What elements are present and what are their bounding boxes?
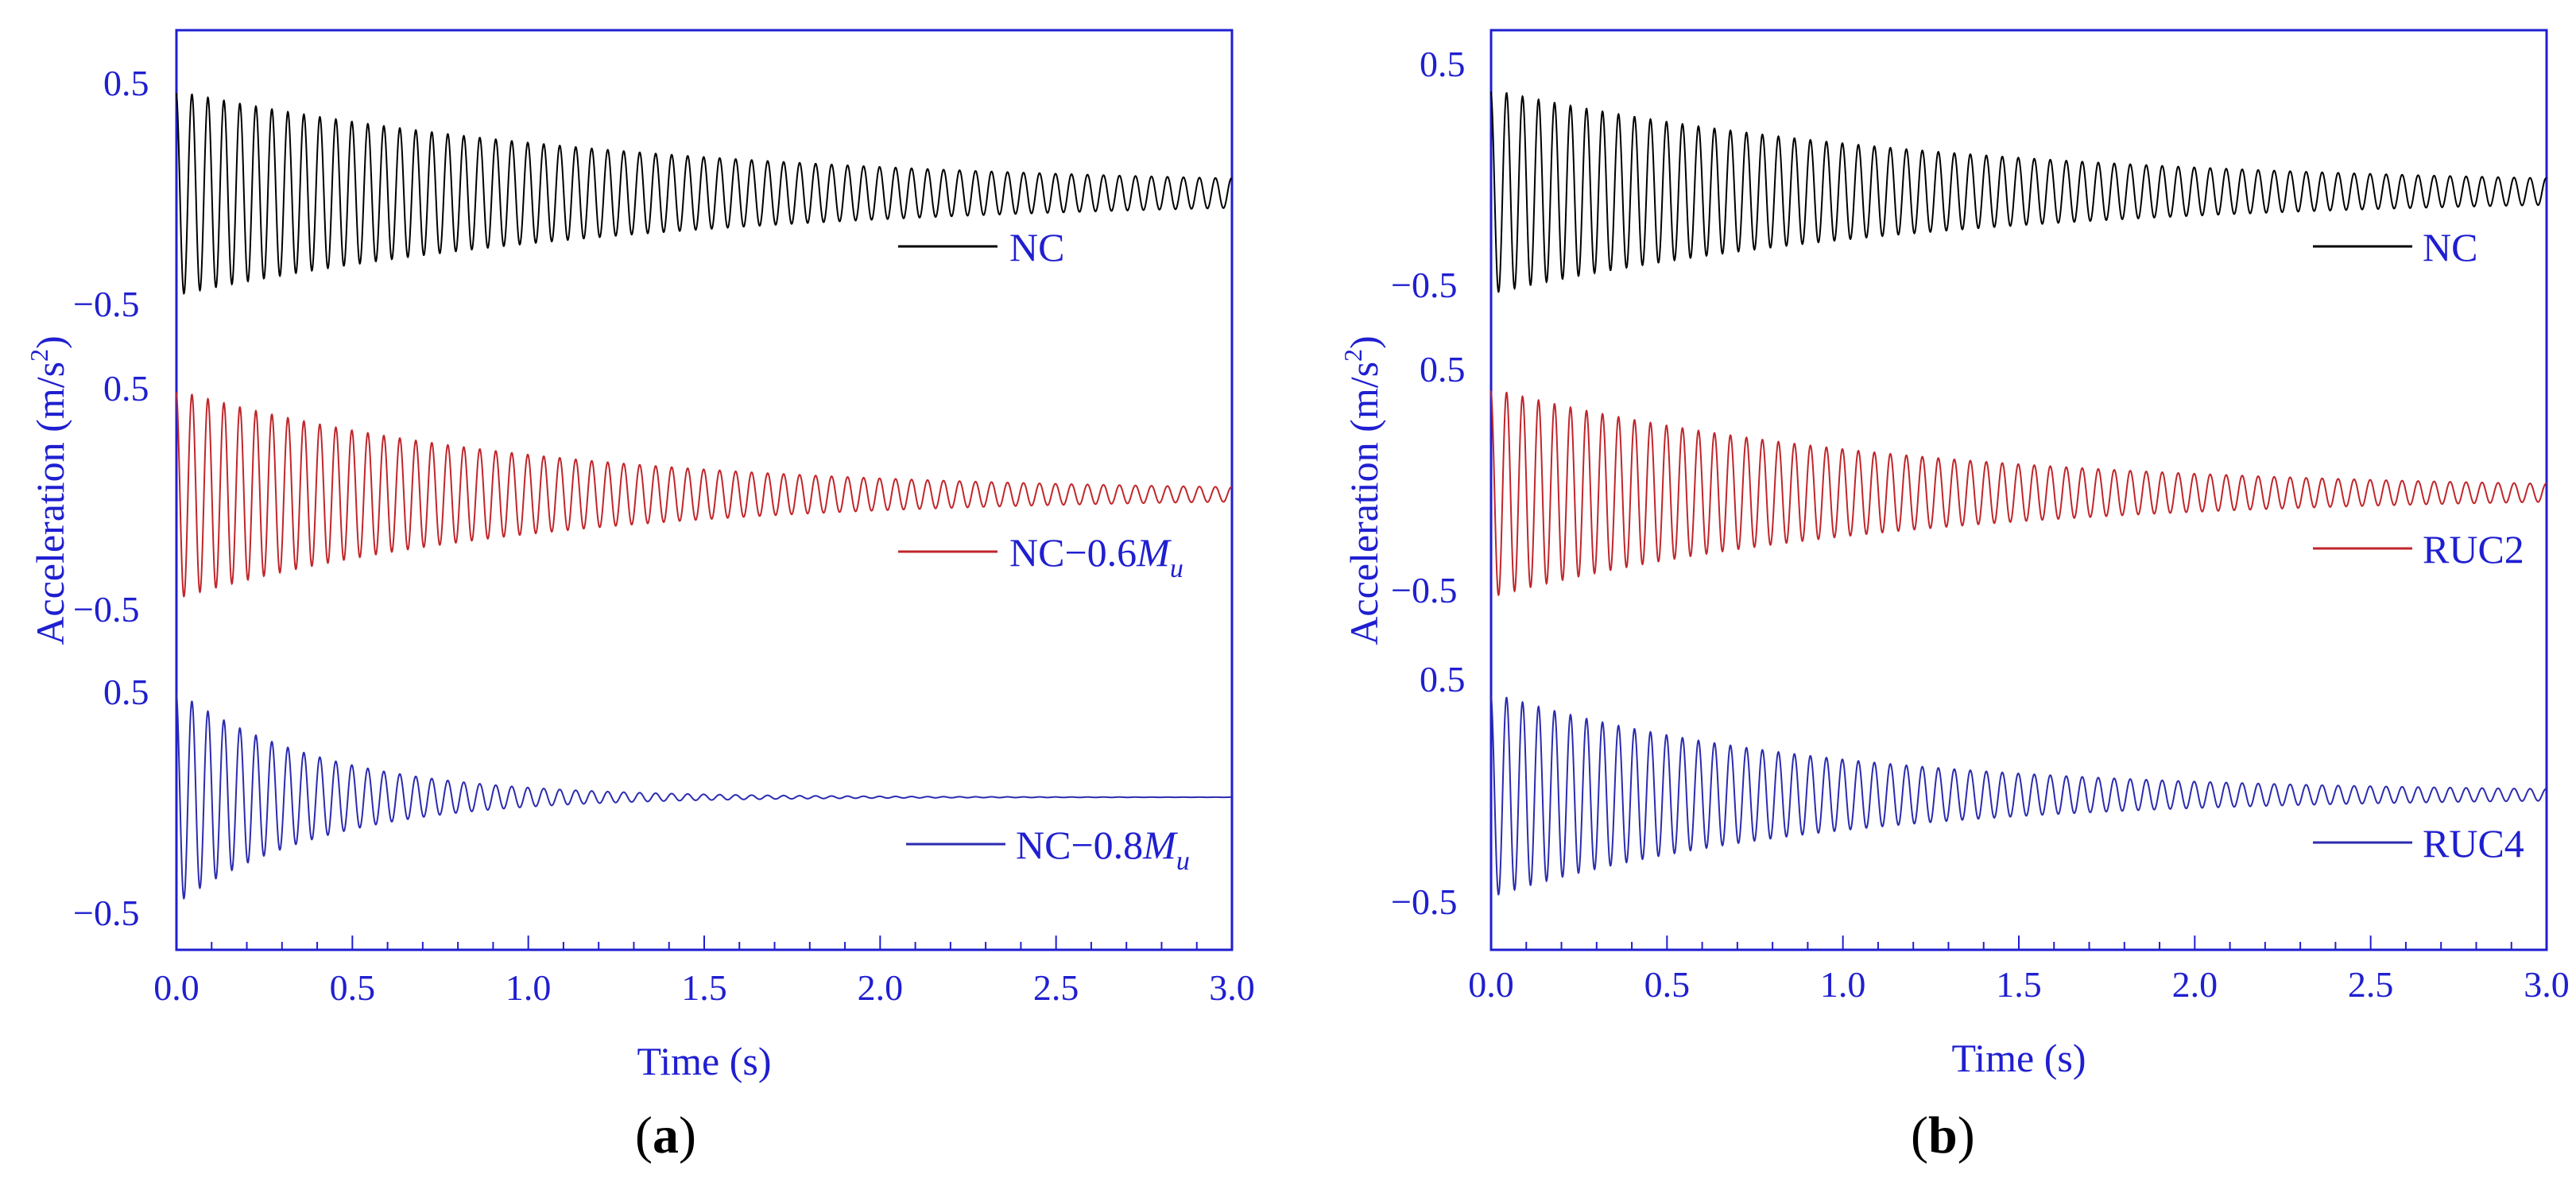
panel-b-series-line-1 (1490, 91, 2547, 293)
panel-a-xtick-label-5: 2.5 (1033, 967, 1079, 1008)
panel-b-legend-label-2: RUC2 (2423, 527, 2524, 571)
panel-a-ticks (176, 936, 1233, 950)
panel-a-legend-label-2: NC−0.6Mu (1009, 530, 1183, 583)
panel-b: 0.5 −0.5 0.5 −0.5 0.5 −0.5 0.0 0.5 1.0 1.5 2… (1338, 29, 2570, 1164)
panel-a-legend-label-3: NC−0.8Mu (1016, 823, 1190, 876)
panel-b-xtick-labels: 0.0 0.5 1.0 1.5 2.0 2.5 3.0 (1468, 964, 2570, 1005)
panel-a-legend-2-prefix: NC−0.6 (1009, 530, 1137, 575)
panel-b-series-line-3 (1490, 695, 2547, 896)
panel-a-legend-2-italic: M (1136, 530, 1172, 575)
panel-a-ytick-bottom-2: −0.5 (73, 589, 139, 630)
panel-a-legend-3-sub: u (1176, 847, 1190, 876)
panel-b-ytick-bottom-1: −0.5 (1391, 265, 1457, 305)
panel-a-xtick-label-4: 2.0 (858, 967, 904, 1008)
panel-a-ytick-top-2: 0.5 (103, 368, 149, 409)
panel-a-ytick-bottom-3: −0.5 (73, 893, 139, 933)
panel-b-ylabel: Acceleration (m/s2) (1338, 335, 1386, 645)
panel-b-xtick-label-2: 1.0 (1820, 964, 1866, 1005)
panel-b-ytick-top-3: 0.5 (1420, 659, 1466, 699)
panel-b-xtick-label-3: 1.5 (1996, 964, 2042, 1005)
panel-b-xtick-label-1: 0.5 (1644, 964, 1691, 1005)
panel-b-xtick-label-4: 2.0 (2172, 964, 2218, 1005)
panel-a-legend-3-prefix: NC−0.8 (1016, 823, 1143, 867)
panel-b-ytick-bottom-3: −0.5 (1391, 881, 1457, 922)
panel-b-xtick-label-0: 0.0 (1468, 964, 1514, 1005)
panel-a-ytick-bottom-1: −0.5 (73, 284, 139, 324)
panel-a-ylabel-sup: 2 (25, 349, 53, 362)
panel-a-xtick-label-3: 1.5 (681, 967, 727, 1008)
panel-a-ytick-top-3: 0.5 (103, 672, 149, 712)
panel-a-label: (a) (635, 1106, 696, 1164)
panel-b-legend-label-3: RUC4 (2423, 821, 2524, 866)
panel-b-legend-3: RUC4 (2313, 821, 2524, 866)
panel-a-xtick-label-0: 0.0 (153, 967, 199, 1008)
panel-a-ylabel-main: Acceleration (m/s (28, 362, 72, 645)
panel-b-label: (b) (1911, 1106, 1975, 1164)
panel-b-legend-2: RUC2 (2313, 527, 2524, 571)
panel-a-xtick-label-1: 0.5 (330, 967, 376, 1008)
panel-b-series-line-2 (1490, 390, 2547, 597)
panel-a: 0.5 −0.5 0.5 −0.5 0.5 −0.5 0.0 0.5 1.0 1.5 2… (25, 29, 1255, 1164)
panel-b-xlabel: Time (s) (1951, 1036, 2086, 1080)
panel-a-xtick-labels: 0.0 0.5 1.0 1.5 2.0 2.5 3.0 (153, 967, 1255, 1008)
panel-b-xtick-label-5: 2.5 (2348, 964, 2394, 1005)
panel-b-legend-label-1: NC (2423, 225, 2477, 269)
panel-b-series (1490, 91, 2547, 896)
panel-a-series-line-3 (176, 692, 1232, 901)
panel-a-xlabel: Time (s) (637, 1039, 771, 1083)
panel-a-legend-3: NC−0.8Mu (906, 823, 1190, 876)
panel-b-ytick-top-1: 0.5 (1420, 44, 1466, 84)
panel-a-series-line-2 (176, 392, 1233, 599)
panel-b-ytick-top-2: 0.5 (1420, 349, 1466, 389)
panel-b-ylabel-main: Acceleration (m/s (1342, 362, 1386, 645)
panel-b-xtick-label-6: 3.0 (2524, 964, 2570, 1005)
panel-a-legend-label-1: NC (1009, 225, 1064, 269)
panel-a-legend-2-sub: u (1170, 554, 1183, 583)
panel-b-ylabel-sup: 2 (1338, 349, 1367, 362)
panel-b-ticks (1490, 936, 2547, 950)
panel-b-ylabel-close: ) (1342, 335, 1386, 349)
panel-a-ylabel: Acceleration (m/s2) (25, 335, 72, 645)
panel-a-legend-3-italic: M (1142, 823, 1178, 867)
panel-a-ylabel-close: ) (28, 335, 72, 349)
panel-a-series (176, 93, 1233, 901)
panel-a-legend-2: NC−0.6Mu (898, 530, 1183, 583)
panel-a-ytick-top-1: 0.5 (103, 63, 149, 103)
panel-a-xtick-label-6: 3.0 (1209, 967, 1255, 1008)
panel-b-frame (1489, 29, 2548, 951)
panel-a-series-line-1 (176, 93, 1233, 295)
panel-b-ytick-bottom-2: −0.5 (1391, 570, 1457, 610)
panel-a-xtick-label-2: 1.0 (506, 967, 552, 1008)
panel-b-legend-1: NC (2313, 225, 2477, 269)
panel-a-legend-1: NC (898, 225, 1064, 269)
